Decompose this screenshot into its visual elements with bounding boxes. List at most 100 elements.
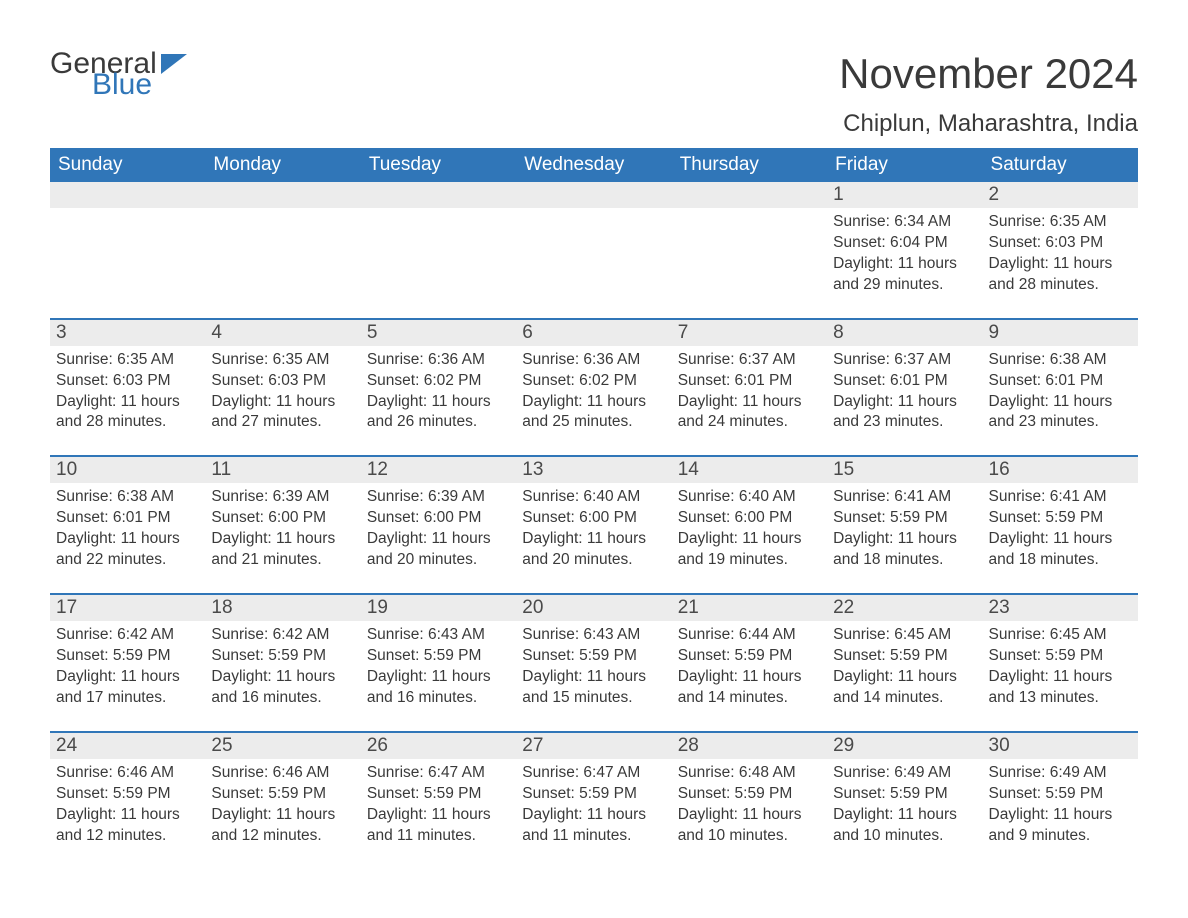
day-number: 21: [672, 595, 827, 621]
daylight-line: Daylight: 11 hours and 10 minutes.: [833, 805, 976, 847]
sunset-line: Sunset: 6:00 PM: [211, 508, 354, 529]
daylight-line: Daylight: 11 hours and 15 minutes.: [522, 667, 665, 709]
day-details: Sunrise: 6:36 AMSunset: 6:02 PMDaylight:…: [361, 346, 516, 456]
day-number-cell: 23: [983, 594, 1138, 621]
daylight-line: Daylight: 11 hours and 18 minutes.: [833, 529, 976, 571]
day-details: Sunrise: 6:35 AMSunset: 6:03 PMDaylight:…: [983, 208, 1138, 318]
day-number-cell: [50, 182, 205, 208]
sunset-line: Sunset: 6:02 PM: [367, 371, 510, 392]
daylight-line: Daylight: 11 hours and 24 minutes.: [678, 392, 821, 434]
sunrise-line: Sunrise: 6:42 AM: [56, 625, 199, 646]
day-details: Sunrise: 6:38 AMSunset: 6:01 PMDaylight:…: [983, 346, 1138, 456]
daylight-line: Daylight: 11 hours and 29 minutes.: [833, 254, 976, 296]
sunrise-line: Sunrise: 6:44 AM: [678, 625, 821, 646]
day-data-cell: Sunrise: 6:47 AMSunset: 5:59 PMDaylight:…: [516, 759, 671, 869]
day-number: 8: [827, 320, 982, 346]
day-data-cell: Sunrise: 6:45 AMSunset: 5:59 PMDaylight:…: [983, 621, 1138, 732]
day-number: 10: [50, 457, 205, 483]
day-details: Sunrise: 6:40 AMSunset: 6:00 PMDaylight:…: [516, 483, 671, 593]
sunrise-line: Sunrise: 6:35 AM: [56, 350, 199, 371]
day-details: Sunrise: 6:35 AMSunset: 6:03 PMDaylight:…: [50, 346, 205, 456]
sunrise-line: Sunrise: 6:43 AM: [367, 625, 510, 646]
day-number-cell: [672, 182, 827, 208]
day-number: 15: [827, 457, 982, 483]
day-header-row: Sunday Monday Tuesday Wednesday Thursday…: [50, 148, 1138, 182]
day-details: Sunrise: 6:45 AMSunset: 5:59 PMDaylight:…: [983, 621, 1138, 731]
sunrise-line: Sunrise: 6:35 AM: [989, 212, 1132, 233]
day-number-cell: 29: [827, 732, 982, 759]
day-data-cell: Sunrise: 6:40 AMSunset: 6:00 PMDaylight:…: [672, 483, 827, 594]
day-number-cell: 5: [361, 319, 516, 346]
daylight-line: Daylight: 11 hours and 11 minutes.: [367, 805, 510, 847]
day-details: Sunrise: 6:37 AMSunset: 6:01 PMDaylight:…: [672, 346, 827, 456]
day-details: Sunrise: 6:39 AMSunset: 6:00 PMDaylight:…: [361, 483, 516, 593]
sunrise-line: Sunrise: 6:40 AM: [678, 487, 821, 508]
day-number-cell: 22: [827, 594, 982, 621]
day-number: 7: [672, 320, 827, 346]
logo: General Blue: [50, 50, 187, 98]
day-data-cell: Sunrise: 6:38 AMSunset: 6:01 PMDaylight:…: [983, 346, 1138, 457]
daylight-line: Daylight: 11 hours and 14 minutes.: [833, 667, 976, 709]
day-number-cell: 11: [205, 456, 360, 483]
day-details: Sunrise: 6:45 AMSunset: 5:59 PMDaylight:…: [827, 621, 982, 731]
day-number-cell: 30: [983, 732, 1138, 759]
day-data-cell: Sunrise: 6:36 AMSunset: 6:02 PMDaylight:…: [516, 346, 671, 457]
day-number: 20: [516, 595, 671, 621]
day-number-cell: 20: [516, 594, 671, 621]
day-details: Sunrise: 6:43 AMSunset: 5:59 PMDaylight:…: [361, 621, 516, 731]
day-data-cell: [50, 208, 205, 319]
daylight-line: Daylight: 11 hours and 23 minutes.: [833, 392, 976, 434]
day-data-cell: Sunrise: 6:46 AMSunset: 5:59 PMDaylight:…: [50, 759, 205, 869]
day-number-cell: 3: [50, 319, 205, 346]
day-number: 1: [827, 182, 982, 208]
week-data-row: Sunrise: 6:38 AMSunset: 6:01 PMDaylight:…: [50, 483, 1138, 594]
calendar-table: Sunday Monday Tuesday Wednesday Thursday…: [50, 148, 1138, 868]
day-number-cell: 12: [361, 456, 516, 483]
sunset-line: Sunset: 6:03 PM: [211, 371, 354, 392]
week-data-row: Sunrise: 6:46 AMSunset: 5:59 PMDaylight:…: [50, 759, 1138, 869]
sunrise-line: Sunrise: 6:41 AM: [989, 487, 1132, 508]
day-number: 6: [516, 320, 671, 346]
day-number-cell: 2: [983, 182, 1138, 208]
daylight-line: Daylight: 11 hours and 17 minutes.: [56, 667, 199, 709]
day-details: Sunrise: 6:37 AMSunset: 6:01 PMDaylight:…: [827, 346, 982, 456]
day-header: Saturday: [983, 148, 1138, 182]
daylight-line: Daylight: 11 hours and 21 minutes.: [211, 529, 354, 571]
daylight-line: Daylight: 11 hours and 14 minutes.: [678, 667, 821, 709]
day-number: 3: [50, 320, 205, 346]
day-data-cell: [672, 208, 827, 319]
sunset-line: Sunset: 5:59 PM: [989, 784, 1132, 805]
day-number: 24: [50, 733, 205, 759]
day-number: 29: [827, 733, 982, 759]
day-data-cell: Sunrise: 6:34 AMSunset: 6:04 PMDaylight:…: [827, 208, 982, 319]
daylight-line: Daylight: 11 hours and 9 minutes.: [989, 805, 1132, 847]
day-data-cell: Sunrise: 6:44 AMSunset: 5:59 PMDaylight:…: [672, 621, 827, 732]
day-data-cell: [205, 208, 360, 319]
day-number-cell: [205, 182, 360, 208]
day-data-cell: Sunrise: 6:35 AMSunset: 6:03 PMDaylight:…: [50, 346, 205, 457]
day-number-cell: 26: [361, 732, 516, 759]
sunset-line: Sunset: 6:00 PM: [367, 508, 510, 529]
day-number-cell: 17: [50, 594, 205, 621]
day-header: Friday: [827, 148, 982, 182]
daylight-line: Daylight: 11 hours and 26 minutes.: [367, 392, 510, 434]
daylight-line: Daylight: 11 hours and 22 minutes.: [56, 529, 199, 571]
day-data-cell: Sunrise: 6:39 AMSunset: 6:00 PMDaylight:…: [361, 483, 516, 594]
day-number-cell: 16: [983, 456, 1138, 483]
day-header: Tuesday: [361, 148, 516, 182]
sunrise-line: Sunrise: 6:40 AM: [522, 487, 665, 508]
week-number-row: 24252627282930: [50, 732, 1138, 759]
day-number-cell: 25: [205, 732, 360, 759]
daylight-line: Daylight: 11 hours and 16 minutes.: [211, 667, 354, 709]
daylight-line: Daylight: 11 hours and 25 minutes.: [522, 392, 665, 434]
day-data-cell: Sunrise: 6:38 AMSunset: 6:01 PMDaylight:…: [50, 483, 205, 594]
day-details: Sunrise: 6:42 AMSunset: 5:59 PMDaylight:…: [205, 621, 360, 731]
day-details: Sunrise: 6:48 AMSunset: 5:59 PMDaylight:…: [672, 759, 827, 869]
day-number: 5: [361, 320, 516, 346]
week-data-row: Sunrise: 6:42 AMSunset: 5:59 PMDaylight:…: [50, 621, 1138, 732]
day-data-cell: Sunrise: 6:41 AMSunset: 5:59 PMDaylight:…: [983, 483, 1138, 594]
day-details: Sunrise: 6:40 AMSunset: 6:00 PMDaylight:…: [672, 483, 827, 593]
week-data-row: Sunrise: 6:34 AMSunset: 6:04 PMDaylight:…: [50, 208, 1138, 319]
day-number-cell: 15: [827, 456, 982, 483]
day-number: 28: [672, 733, 827, 759]
